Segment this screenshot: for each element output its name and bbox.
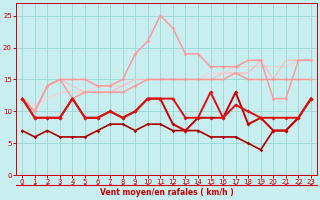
X-axis label: Vent moyen/en rafales ( km/h ): Vent moyen/en rafales ( km/h ): [100, 188, 234, 197]
